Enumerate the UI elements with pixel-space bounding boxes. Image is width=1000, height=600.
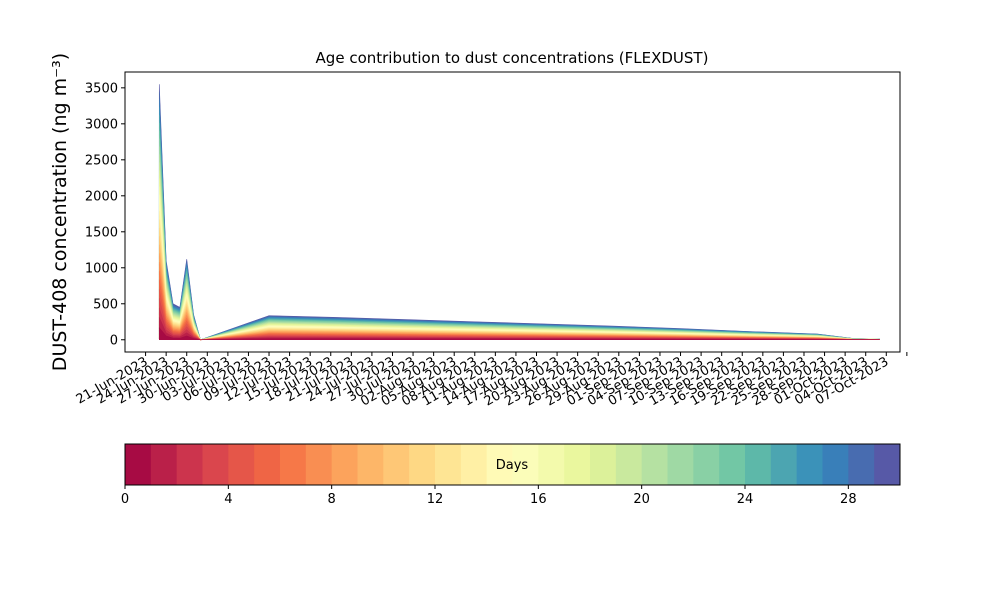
colorbar-level-22 [693, 444, 720, 485]
colorbar-tick-label: 16 [530, 492, 547, 507]
y-tick-label: 3000 [85, 117, 118, 132]
y-tick-label: 1000 [85, 261, 118, 276]
y-axis-label: DUST-408 concentration (ng m⁻³) [49, 53, 71, 371]
colorbar-tick-label: 20 [633, 492, 650, 507]
colorbar-level-17 [564, 444, 591, 485]
colorbar-tick-label: 4 [224, 492, 232, 507]
colorbar-level-19 [615, 444, 643, 485]
colorbar-level-6 [280, 444, 307, 485]
colorbar-level-4 [228, 444, 255, 485]
colorbar-tick-label: 0 [121, 492, 129, 507]
colorbar-level-11 [409, 444, 436, 485]
colorbar-tick-label: 24 [737, 492, 754, 507]
x-axis: 21-Jun-202324-Jun-202327-Jun-202330-Jun-… [74, 352, 908, 410]
plot-area [124, 71, 901, 353]
colorbar-frame [124, 443, 901, 486]
colorbar-level-27 [822, 444, 849, 485]
chart-title: Age contribution to dust concentrations … [316, 49, 709, 67]
colorbar: 0 4 8 12 16 20 24 28 [121, 443, 901, 507]
y-tick-label: 3500 [85, 81, 118, 96]
age-band-0-days [158, 326, 880, 341]
colorbar-level-7 [305, 444, 333, 485]
y-axis: 0 500 1000 1500 2000 2500 3000 3500 [85, 81, 125, 348]
y-tick-label: 2500 [85, 153, 118, 168]
colorbar-level-0 [125, 444, 152, 485]
colorbar-level-14 [486, 444, 513, 485]
colorbar-level-28 [848, 444, 875, 485]
colorbar-level-13 [460, 444, 488, 485]
colorbar-level-20 [641, 444, 668, 485]
colorbar-level-23 [719, 444, 746, 485]
y-tick-label: 0 [110, 333, 118, 348]
colorbar-level-2 [176, 444, 203, 485]
colorbar-level-15 [512, 444, 539, 485]
plot-frame [124, 71, 901, 353]
colorbar-level-12 [435, 444, 462, 485]
colorbar-level-16 [538, 444, 565, 485]
colorbar-level-5 [254, 444, 281, 485]
colorbar-level-21 [667, 444, 694, 485]
colorbar-label: Days [496, 458, 529, 473]
colorbar-level-3 [202, 444, 229, 485]
colorbar-level-8 [331, 444, 358, 485]
colorbar-tick-label: 28 [840, 492, 857, 507]
y-tick-label: 1500 [85, 225, 118, 240]
colorbar-tick-label: 8 [328, 492, 336, 507]
colorbar-level-9 [357, 444, 384, 485]
colorbar-level-1 [150, 444, 178, 485]
y-tick-label: 2000 [85, 189, 118, 204]
colorbar-tick-label: 12 [427, 492, 444, 507]
colorbar-level-29 [874, 444, 901, 485]
colorbar-level-10 [383, 444, 410, 485]
colorbar-level-25 [770, 444, 798, 485]
colorbar-level-18 [590, 444, 617, 485]
colorbar-level-24 [745, 444, 772, 485]
y-tick-label: 500 [93, 297, 118, 312]
colorbar-level-26 [796, 444, 823, 485]
